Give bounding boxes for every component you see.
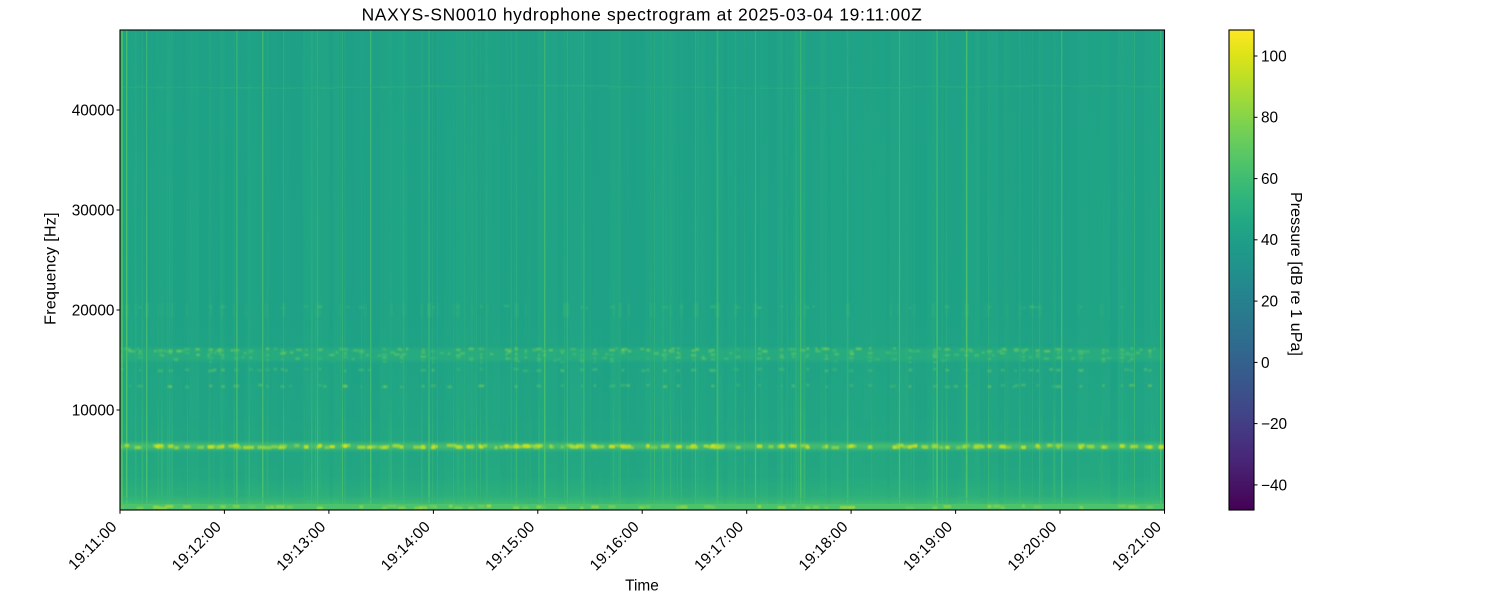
svg-text:Frequency [Hz]: Frequency [Hz] [43, 212, 60, 325]
svg-text:40000: 40000 [72, 102, 115, 119]
svg-text:0: 0 [1261, 355, 1270, 372]
svg-text:−20: −20 [1261, 416, 1287, 433]
svg-text:100: 100 [1261, 48, 1287, 65]
svg-text:10000: 10000 [72, 402, 115, 419]
svg-text:−40: −40 [1261, 477, 1287, 494]
svg-text:20000: 20000 [72, 302, 115, 319]
svg-text:Time: Time [625, 578, 659, 595]
svg-text:60: 60 [1261, 171, 1278, 188]
svg-text:20: 20 [1261, 294, 1278, 311]
svg-text:Pressure [dB re 1 uPa]: Pressure [dB re 1 uPa] [1287, 192, 1304, 356]
svg-text:80: 80 [1261, 110, 1278, 127]
svg-text:40: 40 [1261, 232, 1278, 249]
svg-text:30000: 30000 [72, 202, 115, 219]
svg-text:NAXYS-SN0010 hydrophone spectr: NAXYS-SN0010 hydrophone spectrogram at 2… [362, 5, 923, 25]
